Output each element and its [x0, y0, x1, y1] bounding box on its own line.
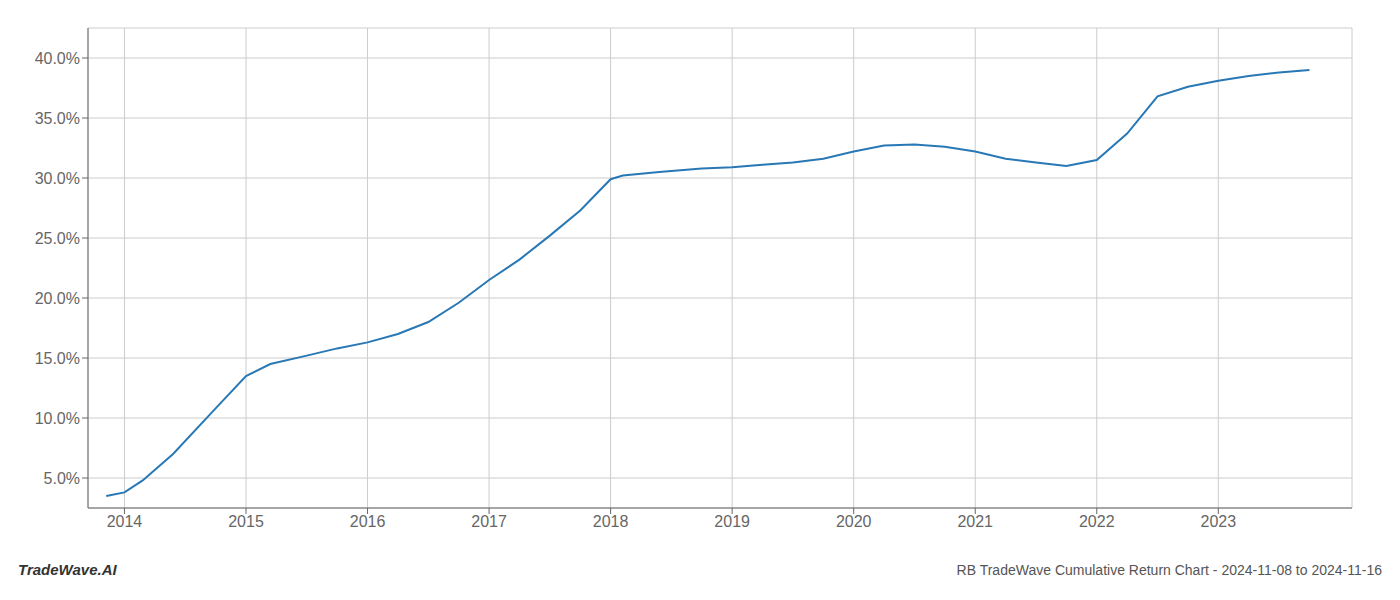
svg-text:2016: 2016: [350, 513, 386, 530]
svg-text:2020: 2020: [836, 513, 872, 530]
svg-text:2014: 2014: [107, 513, 143, 530]
svg-text:35.0%: 35.0%: [35, 110, 80, 127]
svg-text:2017: 2017: [471, 513, 507, 530]
svg-text:2022: 2022: [1079, 513, 1115, 530]
svg-text:5.0%: 5.0%: [44, 470, 80, 487]
svg-text:2018: 2018: [593, 513, 629, 530]
svg-text:15.0%: 15.0%: [35, 350, 80, 367]
svg-text:2021: 2021: [957, 513, 993, 530]
svg-text:10.0%: 10.0%: [35, 410, 80, 427]
svg-text:2015: 2015: [228, 513, 264, 530]
svg-text:25.0%: 25.0%: [35, 230, 80, 247]
svg-text:2023: 2023: [1201, 513, 1237, 530]
html-text:TradeWave.AI: TradeWave.AI: [18, 561, 117, 578]
svg-text:40.0%: 40.0%: [35, 50, 80, 67]
svg-text:20.0%: 20.0%: [35, 290, 80, 307]
html-text:RB TradeWave Cumulative Return: RB TradeWave Cumulative Return Chart - 2…: [956, 562, 1382, 578]
svg-text:30.0%: 30.0%: [35, 170, 80, 187]
svg-text:2019: 2019: [714, 513, 750, 530]
